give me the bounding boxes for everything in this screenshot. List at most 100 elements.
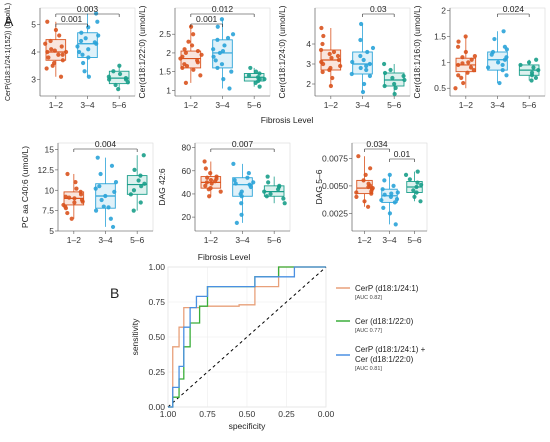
- data-point: [257, 84, 262, 89]
- data-point: [139, 184, 144, 189]
- data-point: [282, 201, 287, 206]
- roc-panel: 1.00 0.75 0.50 0.25 0.00 0.00 0.25 0.50 0.75 1.00…: [130, 262, 335, 431]
- roc-x-tick-label: 1.00: [160, 409, 177, 419]
- data-point: [364, 67, 369, 73]
- data-point: [106, 205, 111, 210]
- data-point: [497, 80, 502, 86]
- data-point: [395, 190, 400, 195]
- legend-auc-combo: [AUC 0.81]: [355, 366, 382, 372]
- data-point: [81, 60, 86, 66]
- data-point: [63, 204, 68, 209]
- data-point: [362, 199, 367, 204]
- data-point: [138, 173, 143, 178]
- data-point: [230, 32, 236, 37]
- data-point: [103, 193, 108, 199]
- boxplot-panel-7: 0.0025 0.0050 0.0075 1–2 3–4 5–6 DAG 5–6 0.034 0…: [314, 139, 428, 245]
- legend-label-cerp: CerP (d18:1/24:1): [355, 284, 419, 293]
- data-point: [463, 49, 468, 55]
- data-point: [363, 172, 368, 177]
- data-point: [218, 189, 223, 194]
- data-point: [492, 36, 497, 42]
- data-point: [321, 33, 326, 39]
- data-point: [380, 187, 385, 192]
- data-point: [394, 197, 400, 202]
- roc-legend: CerP (d18:1/24:1) [AUC 0.82] Cer (d18:1/…: [336, 284, 426, 372]
- data-point: [78, 189, 83, 194]
- data-point: [53, 27, 59, 33]
- data-point: [86, 47, 91, 52]
- x-tick-label: 5–6: [387, 100, 401, 110]
- data-point: [246, 171, 251, 176]
- roc-x-tick-label: 0.25: [278, 409, 295, 419]
- roc-x-tick-label: 0.50: [239, 409, 256, 419]
- legend-label-combo-line1: CerP (d18:1/24:1) +: [355, 345, 426, 354]
- data-point: [99, 197, 104, 203]
- data-point: [97, 184, 102, 189]
- data-point: [412, 194, 417, 199]
- data-point: [415, 180, 420, 185]
- data-point: [327, 51, 332, 57]
- data-point: [123, 77, 129, 82]
- data-point: [94, 11, 99, 16]
- data-point: [370, 45, 376, 51]
- data-point: [382, 192, 387, 197]
- data-point: [281, 196, 286, 201]
- y-axis-title: Cer(d18:1/16:0) (umol/L): [412, 5, 422, 98]
- data-point: [45, 49, 50, 55]
- data-point: [265, 174, 270, 179]
- data-point: [95, 155, 100, 160]
- data-point: [214, 176, 219, 181]
- data-point: [456, 73, 461, 78]
- data-point: [117, 71, 123, 77]
- data-point: [379, 198, 384, 203]
- data-point: [180, 54, 185, 59]
- y-tick-label: 0.0050: [322, 181, 348, 191]
- y-tick-label: 12.5: [37, 165, 54, 175]
- data-point: [529, 70, 535, 75]
- x-tick-label: 3–4: [98, 235, 112, 245]
- data-point: [319, 59, 324, 65]
- data-point: [98, 171, 103, 177]
- data-point: [461, 80, 466, 86]
- data-point: [180, 65, 185, 71]
- x-tick-label: 3–4: [80, 100, 94, 110]
- data-point: [469, 57, 474, 62]
- data-point: [389, 191, 394, 196]
- data-point: [407, 177, 412, 182]
- legend-label-combo-line2: Cer (d18:1/22:0): [355, 355, 414, 364]
- data-point: [204, 180, 210, 185]
- data-point: [109, 163, 115, 168]
- data-point: [136, 178, 141, 183]
- data-point: [401, 73, 406, 79]
- data-point: [358, 53, 363, 59]
- data-point: [534, 57, 539, 62]
- data-point: [96, 33, 101, 38]
- y-tick-label: 15: [45, 145, 55, 155]
- roc-x-axis-title: specificity: [229, 421, 267, 431]
- y-tick-label: 1.5: [434, 31, 446, 41]
- y-tick-label: 0.0025: [322, 208, 348, 218]
- significance-label: 0.024: [503, 4, 525, 14]
- data-point: [208, 171, 213, 176]
- data-point: [191, 67, 196, 72]
- data-point: [367, 61, 372, 67]
- data-point: [366, 184, 371, 190]
- data-point: [392, 81, 397, 87]
- data-point: [203, 166, 208, 171]
- panel-label-b: B: [110, 285, 119, 301]
- x-tick-label: 1–2: [184, 100, 198, 110]
- data-point: [138, 200, 143, 205]
- data-point: [336, 57, 341, 63]
- data-point: [206, 187, 211, 192]
- data-point: [245, 175, 250, 180]
- y-tick-label: 0.5: [434, 83, 446, 93]
- y-tick-label: 20: [182, 212, 192, 222]
- data-point: [231, 161, 236, 166]
- data-point: [67, 195, 72, 200]
- data-point: [533, 75, 539, 80]
- y-tick-label: 0.0075: [322, 153, 348, 163]
- data-point: [500, 68, 505, 73]
- data-point: [205, 175, 210, 180]
- data-point: [112, 189, 117, 194]
